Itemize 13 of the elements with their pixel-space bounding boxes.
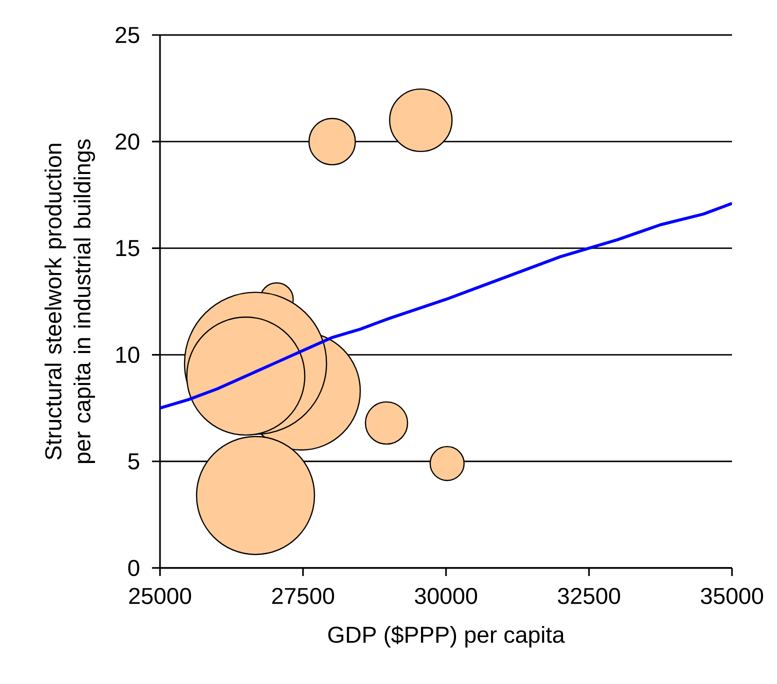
x-axis-title: GDP ($PPP) per capita [328, 626, 565, 648]
x-tick-label: 25000 [129, 588, 192, 604]
x-tick-label: 27500 [272, 588, 334, 604]
y-tick-label: 5 [128, 453, 140, 470]
y-tick-label: 20 [116, 133, 140, 150]
x-tick-label: 32500 [558, 588, 620, 604]
y-tick-label: 15 [116, 240, 140, 256]
y-tick-label: 25 [116, 26, 140, 44]
y-tick-label: 0 [128, 560, 140, 576]
x-tick-label: 35000 [700, 588, 764, 604]
x-tick-label: 30000 [414, 588, 478, 604]
y-tick-label: 10 [116, 346, 140, 363]
y-axis-title: Structural steelwork production per capita in industrial buildings [44, 139, 96, 464]
